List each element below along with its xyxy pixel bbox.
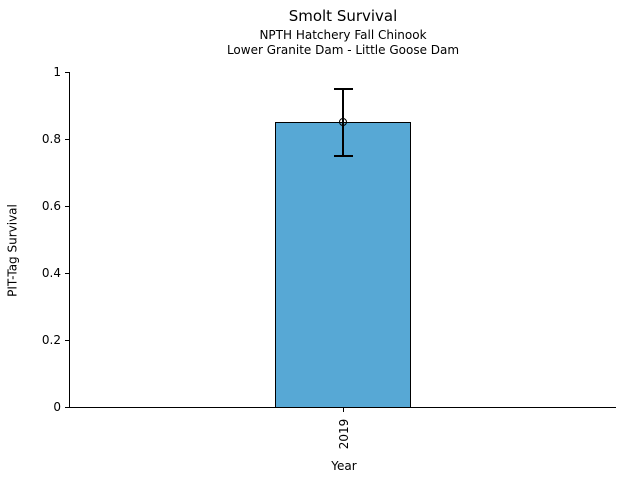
y-tick-label: 0.8	[41, 132, 61, 146]
y-tick-label: 0.4	[41, 266, 61, 280]
y-tick-mark	[65, 71, 69, 73]
y-tick-mark	[65, 272, 69, 274]
x-axis-spine	[69, 407, 616, 408]
y-tick-label: 0	[53, 400, 61, 414]
chart-title: Smolt Survival	[288, 7, 398, 25]
plot-area: 0 0.2 0.4 0.6 0.8 1	[42, 65, 616, 414]
y-tick-label: 0.6	[41, 199, 61, 213]
x-axis-label: Year	[331, 459, 357, 473]
y-tick-mark	[65, 138, 69, 140]
y-axis-label: PIT-Tag Survival	[5, 204, 20, 297]
bar-2019	[275, 122, 411, 407]
y-tick-label: 1	[53, 65, 61, 79]
error-bar-cap-top	[333, 88, 353, 90]
y-tick-mark	[65, 406, 69, 408]
y-axis-spine	[69, 72, 70, 408]
error-bar-cap-bottom	[333, 155, 353, 157]
x-tick-mark	[342, 408, 344, 412]
point-marker	[339, 118, 347, 127]
chart-subtitle-line1: NPTH Hatchery Fall Chinook	[259, 28, 427, 42]
y-tick-mark	[65, 205, 69, 207]
y-tick-mark	[65, 339, 69, 341]
y-tick-label: 0.2	[41, 333, 61, 347]
chart-subtitle-line2: Lower Granite Dam - Little Goose Dam	[226, 43, 460, 57]
